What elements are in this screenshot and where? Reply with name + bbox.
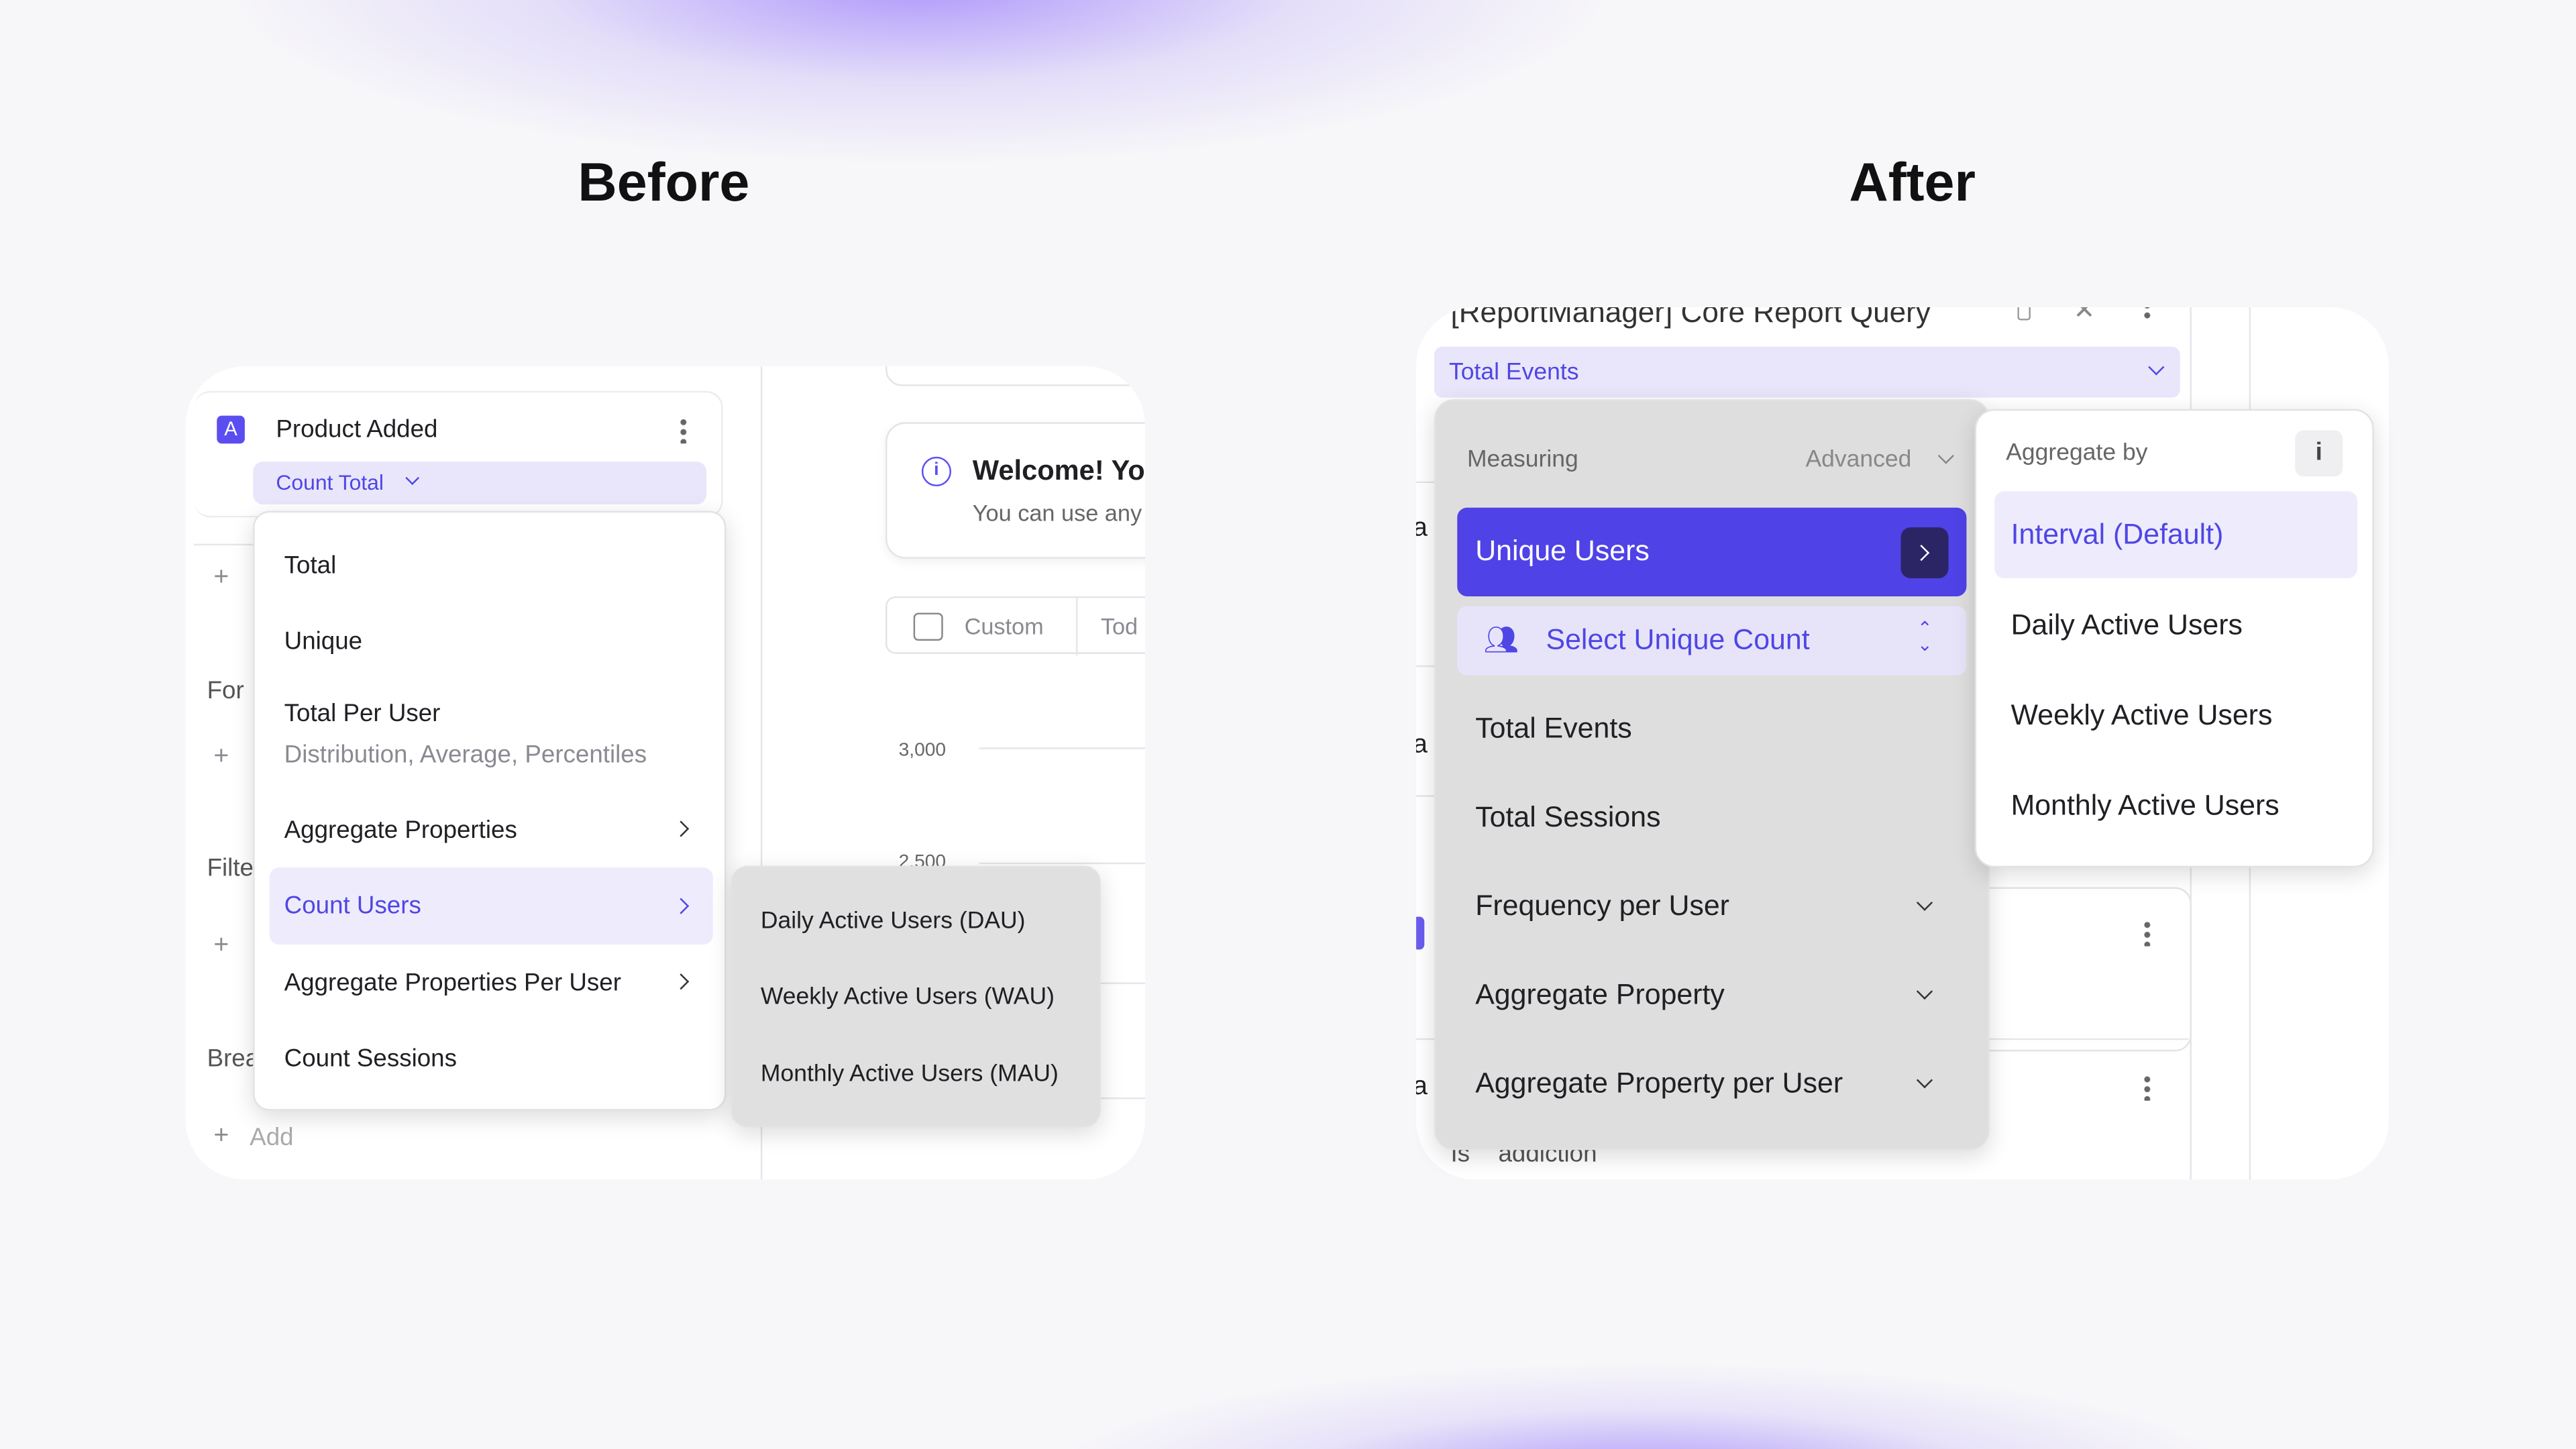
event-name[interactable]: Product Added	[276, 415, 438, 444]
submenu-item-mau[interactable]: Monthly Active Users (MAU)	[760, 1061, 1059, 1088]
submenu-item-wau[interactable]: Weekly Active Users (WAU)	[760, 983, 1055, 1011]
bg-card	[1974, 887, 2192, 1052]
add-label: Add	[250, 1124, 294, 1152]
info-button[interactable]: i	[2295, 430, 2343, 477]
date-today[interactable]: Tod	[1100, 612, 1138, 639]
menu-item-count-users[interactable]: Count Users	[269, 867, 713, 945]
menu-item-unique[interactable]: Unique	[284, 627, 363, 656]
chevron-right-icon	[672, 973, 690, 990]
select-unique-count-label: Select Unique Count	[1546, 623, 1810, 656]
bg-letter: a	[1416, 515, 1428, 542]
plus-icon: +	[213, 1122, 229, 1150]
measure-label: Total Events	[1449, 360, 1579, 386]
menu-item-count-sessions[interactable]: Count Sessions	[284, 1044, 457, 1073]
menu-item-subtitle: Distribution, Average, Percentiles	[284, 741, 647, 769]
formula-section-label: For	[207, 676, 244, 705]
aggregate-item-label: Interval (Default)	[2010, 517, 2224, 551]
menu-item-aggregate-property[interactable]: Aggregate Property	[1475, 977, 1725, 1011]
count-users-submenu: Daily Active Users (DAU) Weekly Active U…	[731, 865, 1101, 1128]
menu-item-aggregate-properties-per-user[interactable]: Aggregate Properties Per User	[284, 969, 621, 998]
aggregate-item-wau[interactable]: Weekly Active Users	[2010, 698, 2273, 731]
measure-label: Count Total	[276, 470, 384, 495]
menu-item-total-events[interactable]: Total Events	[1475, 711, 1632, 745]
chevron-down-icon	[1916, 983, 1933, 1000]
menu-item-aggregate-properties[interactable]: Aggregate Properties	[284, 816, 517, 845]
menu-item-total[interactable]: Total	[284, 551, 337, 580]
chevron-down-icon	[1937, 447, 1954, 464]
chevron-right-icon	[1913, 544, 1930, 561]
measure-menu: Total Unique Total Per User Distribution…	[253, 511, 727, 1111]
aggregate-item-mau[interactable]: Monthly Active Users	[2010, 788, 2279, 822]
more-icon[interactable]	[2143, 920, 2151, 947]
plus-icon[interactable]: +	[213, 564, 229, 592]
chevron-up-down-icon: ⌃ ⌄	[1917, 619, 1933, 656]
chevron-down-icon	[2148, 359, 2165, 376]
chevron-down-icon	[405, 471, 420, 486]
calendar-icon	[913, 612, 943, 641]
bg-letter: a	[1416, 1073, 1428, 1101]
expand-button[interactable]	[1900, 527, 1949, 579]
more-icon[interactable]	[2143, 1074, 2151, 1101]
aggregate-by-panel: Aggregate by i Interval (Default) Daily …	[1974, 409, 2374, 868]
bg-letter: a	[1416, 732, 1428, 759]
menu-item-label: Count Users	[284, 892, 421, 920]
filter-section-label: Filte	[207, 854, 254, 883]
breakdown-section-label: Brea	[207, 1044, 260, 1073]
menu-item-total-per-user[interactable]: Total Per User	[284, 700, 441, 728]
date-custom[interactable]: Custom	[964, 612, 1044, 639]
menu-item-frequency-per-user[interactable]: Frequency per User	[1475, 888, 1729, 922]
date-range-selector[interactable]: Custom Tod	[885, 596, 1145, 656]
select-unique-count[interactable]: 👥︎ Select Unique Count ⌃ ⌄	[1457, 606, 1967, 676]
after-heading: After	[1849, 151, 1976, 212]
chevron-right-icon	[672, 820, 690, 837]
before-heading: Before	[578, 151, 750, 212]
series-marker	[1416, 916, 1425, 950]
trash-icon[interactable]	[2017, 307, 2031, 321]
measuring-menu: Measuring Advanced Unique Users 👥︎ Selec…	[1434, 399, 1990, 1150]
y-tick: 3,000	[898, 741, 947, 761]
chevron-right-icon	[672, 898, 690, 914]
measure-dropdown[interactable]: Total Events	[1434, 346, 2180, 398]
more-icon[interactable]	[680, 417, 687, 444]
aggregate-by-label: Aggregate by	[2006, 440, 2148, 467]
plus-icon[interactable]: +	[213, 742, 229, 771]
aggregate-item-interval[interactable]: Interval (Default)	[1994, 491, 2358, 579]
event-badge: A	[217, 415, 245, 444]
welcome-title: Welcome! Yo	[972, 455, 1145, 486]
menu-item-total-sessions[interactable]: Total Sessions	[1475, 800, 1661, 833]
top-card-fragment	[885, 366, 1145, 386]
selected-unique-users[interactable]: Unique Users	[1457, 507, 1967, 596]
info-icon: i	[921, 456, 951, 486]
plus-icon[interactable]: +	[213, 931, 229, 960]
mode-label: Advanced	[1805, 447, 1912, 474]
menu-item-aggregate-property-per-user[interactable]: Aggregate Property per User	[1475, 1066, 1843, 1099]
users-icon: 👥︎	[1483, 624, 1519, 656]
welcome-body: You can use any	[972, 499, 1142, 526]
measure-dropdown[interactable]: Count Total	[253, 462, 707, 504]
mode-dropdown[interactable]: Advanced	[1805, 447, 1962, 475]
query-title: [ReportManager] Core Report Query	[1450, 307, 1931, 329]
event-row: A Product Added Count Total	[193, 390, 723, 518]
more-icon[interactable]	[2143, 307, 2151, 321]
chevron-down-icon	[1916, 894, 1933, 911]
selected-label: Unique Users	[1475, 533, 1650, 567]
aggregate-item-dau[interactable]: Daily Active Users	[2010, 608, 2243, 641]
chevron-down-icon	[1916, 1072, 1933, 1089]
welcome-card: i Welcome! Yo You can use any	[885, 422, 1145, 559]
measuring-label: Measuring	[1466, 447, 1578, 474]
close-icon[interactable]: ✕	[2073, 307, 2096, 325]
submenu-item-dau[interactable]: Daily Active Users (DAU)	[760, 908, 1026, 935]
